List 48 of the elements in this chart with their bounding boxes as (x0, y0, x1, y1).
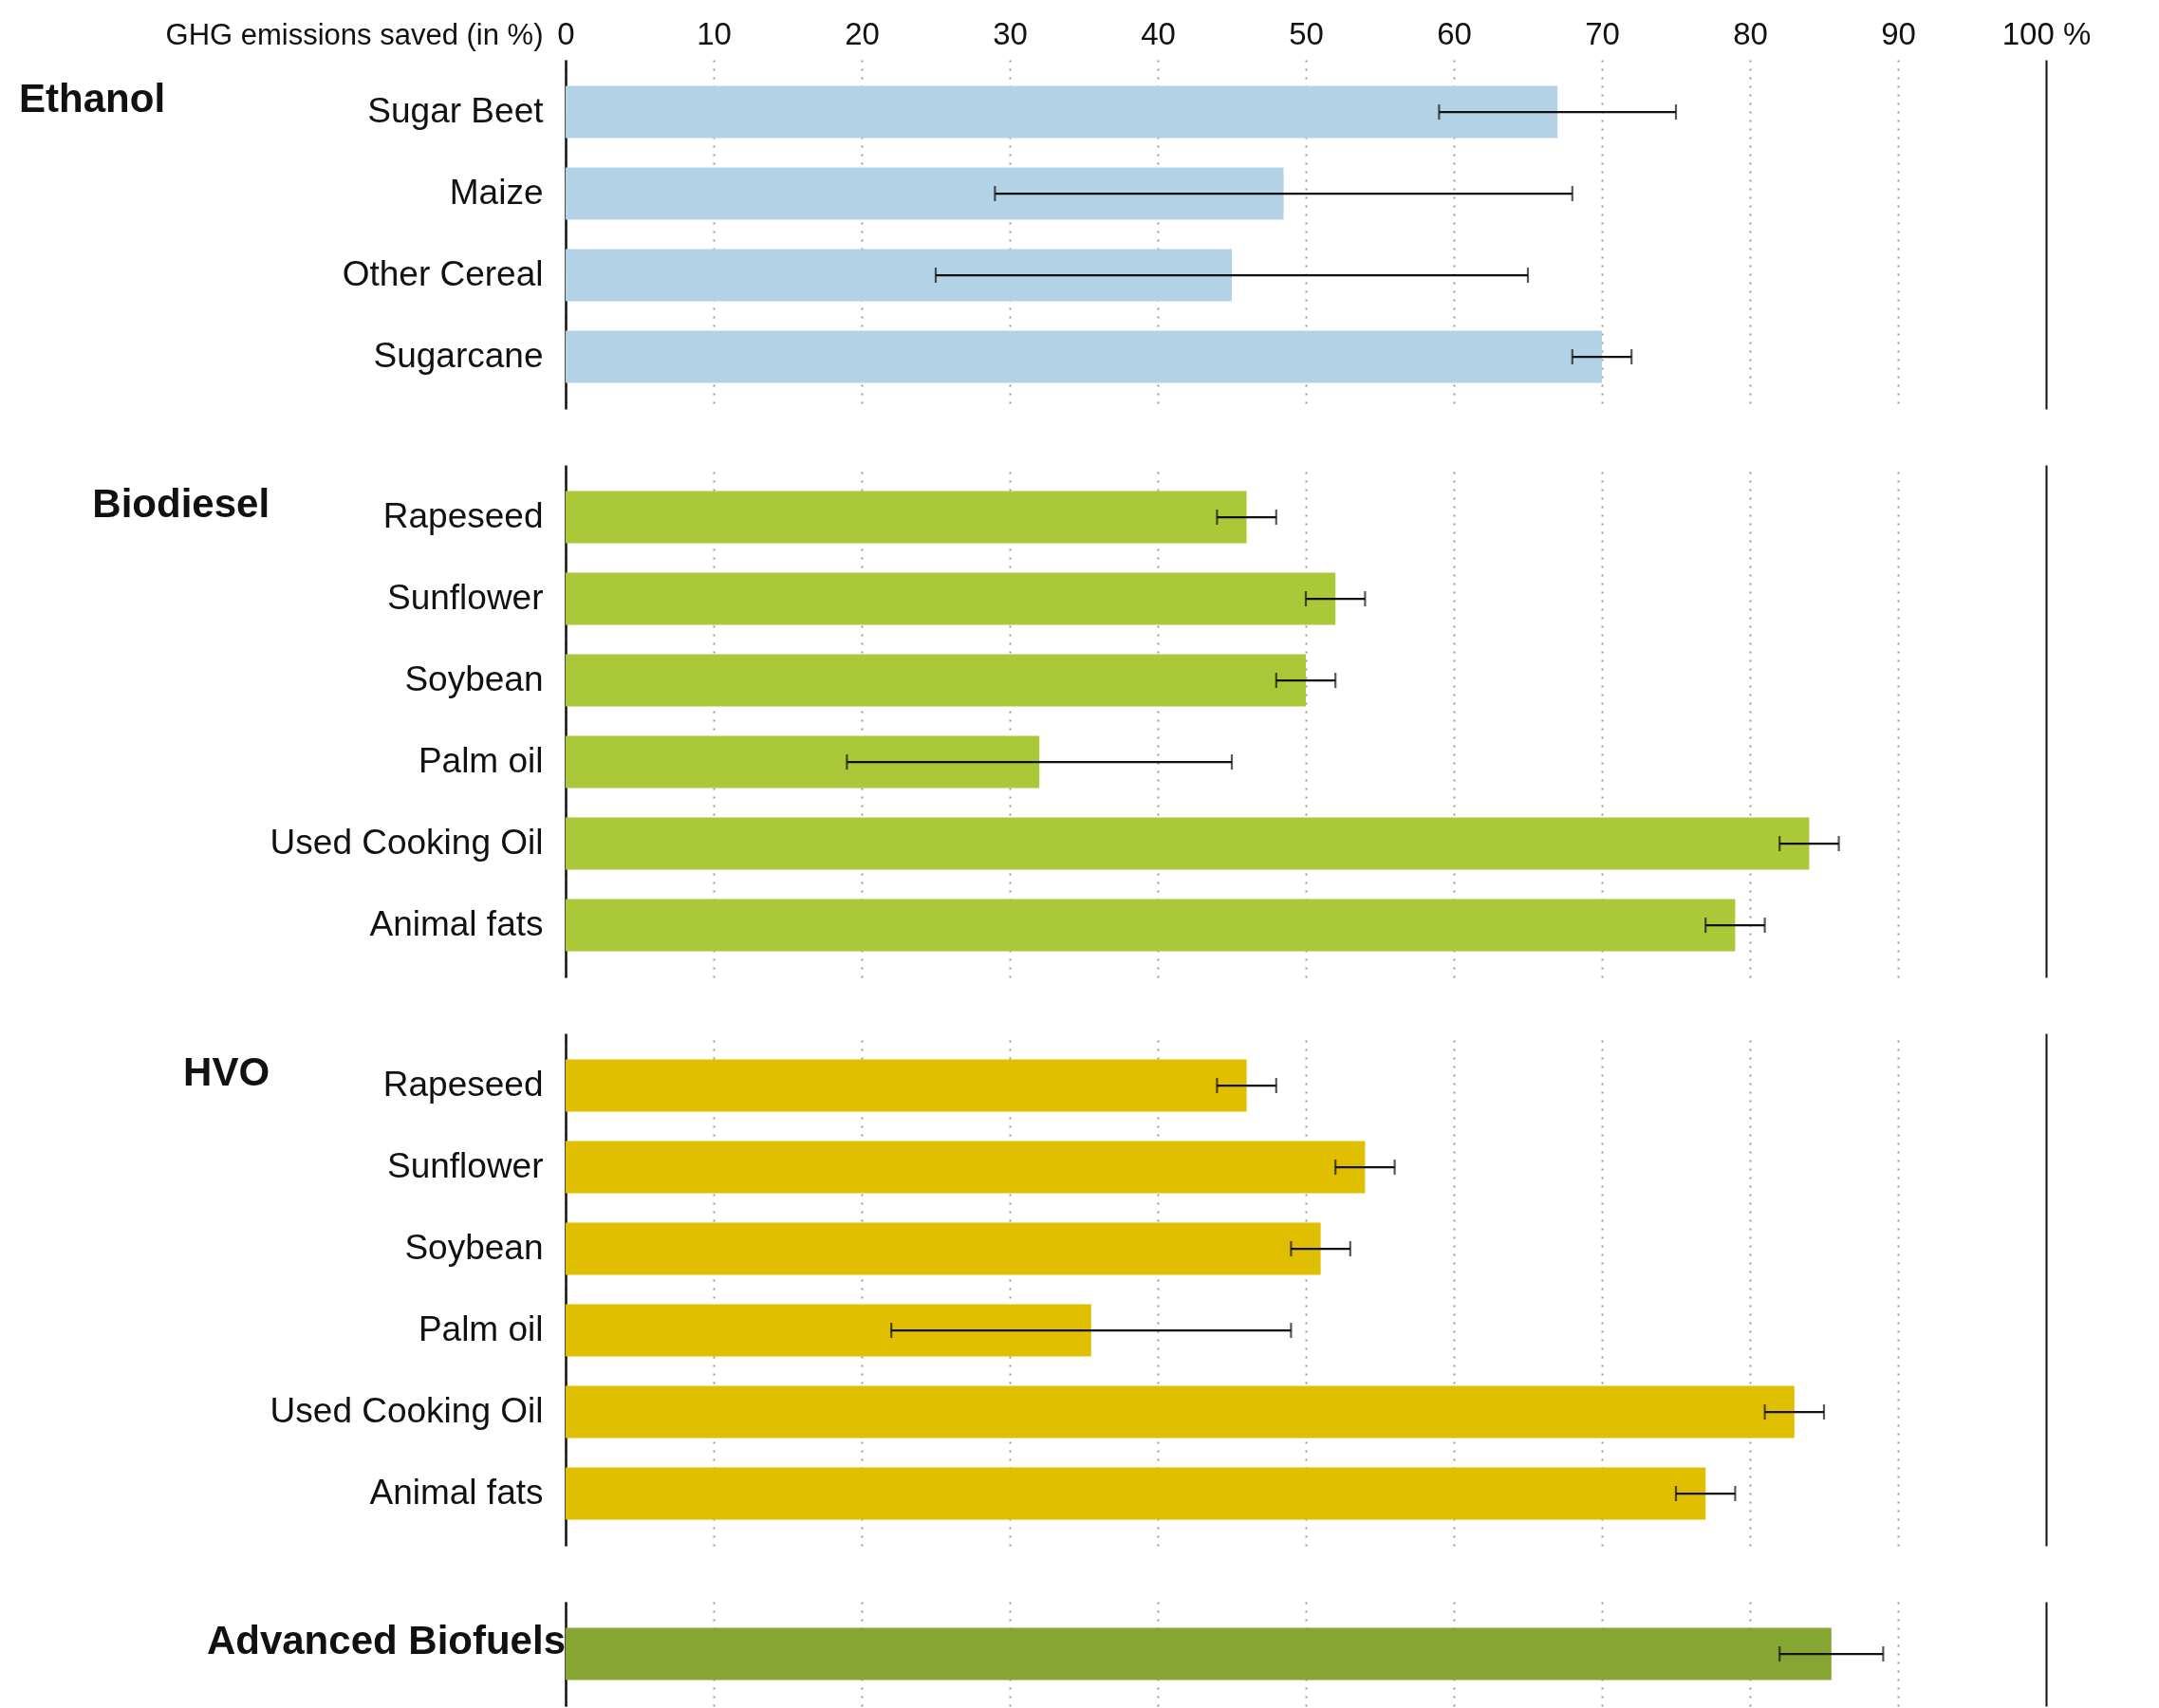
x-tick-label: 20 (845, 15, 880, 51)
text: Ethanol (19, 76, 166, 121)
x-tick-label: 90 (1881, 15, 1916, 51)
x-tick-label: 80 (1733, 15, 1768, 51)
y-tick-label: Rapeseed (382, 1065, 544, 1105)
bar (566, 1059, 1247, 1112)
bar (566, 899, 1736, 952)
bar (566, 249, 1232, 302)
y-tick-label: Rapeseed (382, 496, 544, 536)
y-tick-label: Used Cooking Oil (270, 823, 544, 863)
bar (566, 654, 1306, 707)
y-tick-label: Animal fats (369, 1473, 544, 1513)
y-tick-label: Maize (449, 173, 544, 213)
y-tick-label: Sunflower (386, 578, 544, 618)
x-tick-label: 30 (993, 15, 1028, 51)
text: Biodiesel (92, 481, 270, 526)
x-tick-label: 0 (557, 15, 575, 51)
y-tick-label: Palm oil (418, 741, 544, 781)
bar (566, 167, 1284, 220)
bar (566, 735, 1040, 789)
bar (566, 1141, 1366, 1194)
y-tick-label: Sugar Beet (367, 91, 545, 131)
bar (566, 491, 1247, 544)
x-tick-label: 10 (697, 15, 732, 51)
bar (566, 330, 1602, 383)
bar (566, 817, 1810, 870)
x-tick-label: 50 (1289, 15, 1324, 51)
y-tick-label: Soybean (404, 1228, 544, 1268)
x-axis-title: GHG emissions saved (in %) (165, 17, 544, 51)
chart-title: Advanced Biofuels (206, 1618, 567, 1662)
text: HVO (183, 1049, 270, 1094)
y-tick-label: Animal fats (369, 904, 544, 944)
bar (566, 1467, 1706, 1520)
y-tick-label: Palm oil (418, 1309, 544, 1349)
x-tick-label: 70 (1585, 15, 1620, 51)
y-tick-label: Sugarcane (373, 336, 544, 376)
y-tick-label: Sunflower (386, 1146, 544, 1186)
y-tick-label: Other Cereal (342, 254, 544, 294)
y-tick-label: Used Cooking Oil (270, 1391, 544, 1431)
x-tick-label: 60 (1437, 15, 1472, 51)
bar (566, 572, 1336, 625)
bar (566, 1222, 1321, 1275)
bar (566, 85, 1558, 139)
bar (566, 1304, 1091, 1357)
y-tick-label: Soybean (404, 659, 544, 699)
x-tick-label: 100 % (2001, 15, 2092, 51)
bar (566, 1385, 1795, 1439)
x-tick-label: 40 (1141, 15, 1176, 51)
